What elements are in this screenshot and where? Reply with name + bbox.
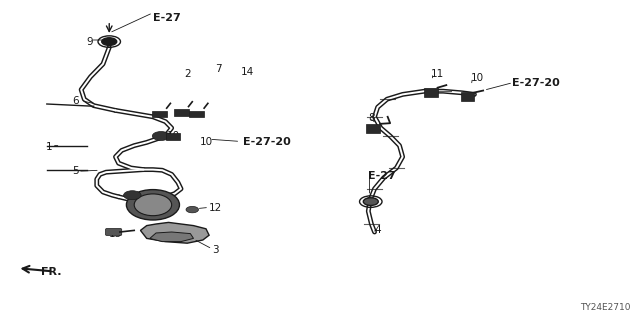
Text: 9: 9 [86,36,93,47]
Text: 2: 2 [184,68,191,79]
Text: 8: 8 [368,113,375,124]
Bar [173,109,189,116]
Polygon shape [150,232,193,242]
Circle shape [102,38,116,45]
Text: 3: 3 [212,244,219,255]
Bar [367,124,380,133]
Text: 1: 1 [45,142,52,152]
Text: 14: 14 [241,67,253,77]
Text: 6: 6 [72,96,79,106]
Text: 7: 7 [215,64,222,74]
Text: 10: 10 [200,137,213,148]
Text: TY24E2710: TY24E2710 [580,303,631,312]
Text: 10: 10 [471,73,484,84]
Text: 4: 4 [374,225,381,236]
Bar [152,111,166,117]
Bar [461,92,474,101]
Bar [424,88,438,97]
Polygon shape [140,222,209,243]
Text: 11: 11 [431,68,444,79]
Text: 5: 5 [72,166,79,176]
FancyBboxPatch shape [106,228,122,236]
Text: 9: 9 [365,196,372,207]
Bar [189,111,204,117]
Ellipse shape [134,194,172,216]
Circle shape [364,198,378,205]
Bar [166,133,180,140]
Circle shape [124,191,141,200]
Text: 10: 10 [138,193,150,204]
Text: 10: 10 [167,131,180,141]
Text: E-27: E-27 [368,171,396,181]
Circle shape [152,132,170,140]
Ellipse shape [127,189,179,220]
Text: E-27-20: E-27-20 [243,137,291,148]
Text: 12: 12 [209,203,222,213]
Text: 13: 13 [109,228,122,239]
Circle shape [186,206,198,213]
Text: E-27-20: E-27-20 [512,78,559,88]
Text: FR.: FR. [40,267,61,277]
Text: E-27: E-27 [153,12,180,23]
